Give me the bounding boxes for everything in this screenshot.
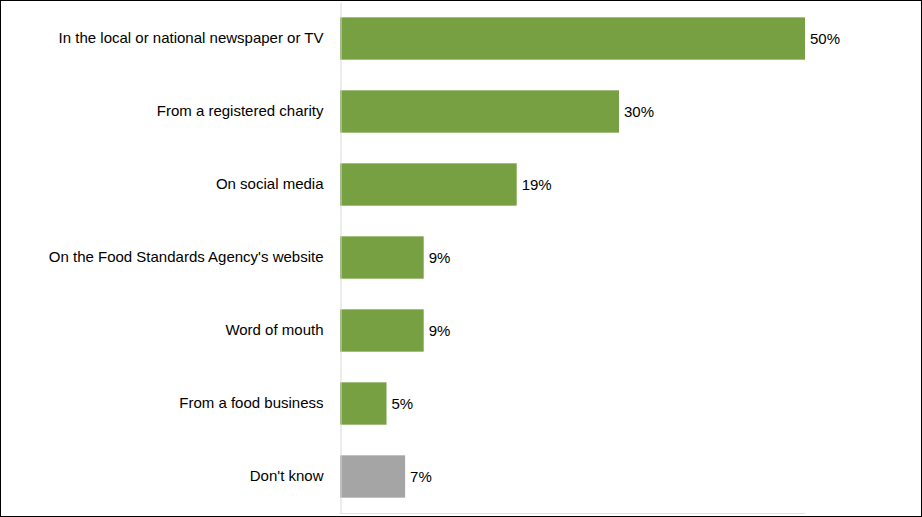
data-label: 19%	[522, 176, 552, 193]
y-tick: From a food business	[179, 394, 323, 411]
y-tick-label: From a food business	[179, 394, 323, 411]
data-label: 50%	[810, 30, 840, 47]
y-tick: In the local or national newspaper or TV	[59, 29, 324, 46]
y-tick-label: Word of mouth	[225, 321, 323, 338]
bar	[340, 382, 387, 424]
y-tick: On social media	[216, 175, 324, 192]
bar	[340, 163, 517, 205]
y-axis: In the local or national newspaper or TV…	[49, 3, 341, 514]
bars	[340, 17, 805, 497]
bar	[340, 17, 805, 59]
chart: In the local or national newspaper or TV…	[0, 0, 922, 517]
frame	[1, 1, 922, 517]
data-label: 5%	[392, 395, 414, 412]
data-label: 9%	[429, 322, 451, 339]
y-tick: Word of mouth	[225, 321, 323, 338]
y-tick-label: On the Food Standards Agency's website	[49, 248, 324, 265]
y-axis-line	[341, 3, 342, 514]
y-tick-label: On social media	[216, 175, 324, 192]
y-tick-label: Don't know	[250, 467, 324, 484]
bar	[340, 236, 424, 278]
bar	[340, 455, 405, 497]
y-tick: On the Food Standards Agency's website	[49, 248, 324, 265]
data-label: 30%	[624, 103, 654, 120]
bar	[340, 90, 619, 132]
data-label: 9%	[429, 249, 451, 266]
data-label: 7%	[410, 468, 432, 485]
y-tick-label: In the local or national newspaper or TV	[59, 29, 324, 46]
y-tick: Don't know	[250, 467, 324, 484]
data-labels: 50% 30% 19% 9% 9% 5% 7%	[392, 30, 841, 485]
bar	[340, 309, 424, 351]
y-tick: From a registered charity	[157, 102, 324, 119]
x-range-line	[340, 513, 805, 514]
y-tick-label: From a registered charity	[157, 102, 324, 119]
